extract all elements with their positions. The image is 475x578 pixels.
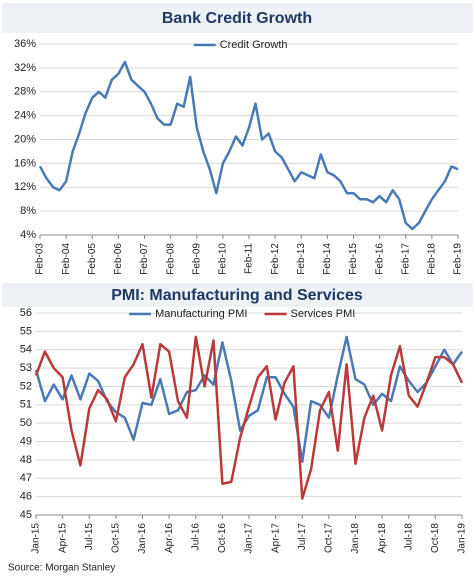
y-tick-label: 4%	[20, 229, 36, 241]
y-tick-label: 46	[20, 491, 32, 503]
y-tick-label: 32%	[14, 62, 36, 74]
y-tick-label: 50	[20, 417, 32, 429]
x-tick-label: Apr-16	[164, 523, 175, 553]
legend-label: Services PMI	[291, 308, 356, 320]
y-tick-label: 12%	[14, 181, 36, 193]
x-tick-label: Oct-15	[111, 523, 122, 553]
x-tick-label: Jan-17	[244, 523, 255, 554]
y-tick-label: 28%	[14, 86, 36, 98]
chart-title: Bank Credit Growth	[162, 10, 312, 27]
y-tick-label: 45	[20, 509, 32, 521]
x-tick-label: Feb-10	[218, 243, 229, 275]
x-tick-label: Apr-17	[270, 523, 281, 553]
y-tick-label: 53	[20, 362, 32, 374]
source: Source: Morgan Stanley	[8, 563, 115, 574]
title-band	[2, 3, 473, 33]
legend-label: Credit Growth	[220, 39, 288, 51]
x-tick-label: Oct-16	[217, 523, 228, 553]
x-tick-label: Oct-17	[324, 523, 335, 553]
y-tick-label: 16%	[14, 157, 36, 169]
x-tick-label: Feb-03	[35, 243, 46, 275]
x-tick-label: Feb-11	[244, 243, 255, 274]
x-tick-label: Feb-13	[296, 243, 307, 275]
x-tick-label: Jul-16	[190, 523, 201, 551]
y-tick-label: 48	[20, 454, 32, 466]
x-tick-label: Feb-12	[270, 243, 281, 275]
x-tick-label: Jul-17	[297, 523, 308, 551]
x-tick-label: Feb-04	[61, 243, 72, 275]
y-tick-label: 47	[20, 472, 32, 484]
x-tick-label: Jan-19	[457, 523, 468, 554]
x-tick-label: Feb-18	[427, 243, 438, 275]
y-tick-label: 20%	[14, 133, 36, 145]
line-series	[38, 60, 459, 231]
x-tick-label: Feb-15	[348, 243, 359, 275]
y-tick-label: 52	[20, 380, 32, 392]
x-tick-label: Jan-16	[137, 523, 148, 554]
x-tick-label: Feb-08	[165, 243, 176, 275]
x-tick-label: Jul-18	[403, 523, 414, 551]
line-series	[34, 335, 464, 500]
x-tick-label: Oct-18	[430, 523, 441, 553]
y-tick-label: 55	[20, 325, 32, 337]
x-tick-label: Jul-15	[84, 523, 95, 551]
y-tick-label: 24%	[14, 110, 36, 122]
x-tick-label: Jan-18	[350, 523, 361, 554]
x-tick-label: Feb-17	[400, 243, 411, 275]
x-tick-label: Feb-14	[322, 243, 333, 275]
x-tick-label: Jan-15	[31, 523, 42, 554]
x-tick-label: Apr-18	[377, 523, 388, 553]
x-tick-label: Feb-05	[87, 243, 98, 275]
x-tick-label: Feb-07	[139, 243, 150, 275]
y-tick-label: 56	[20, 307, 32, 319]
x-tick-label: Feb-06	[113, 243, 124, 275]
x-tick-label: Feb-19	[453, 243, 464, 275]
y-tick-label: 36%	[14, 38, 36, 50]
legend-label: Manufacturing PMI	[155, 308, 247, 320]
chart-title: PMI: Manufacturing and Services	[111, 287, 363, 304]
x-tick-label: Apr-15	[57, 523, 68, 553]
y-tick-label: 49	[20, 435, 32, 447]
title-band	[2, 283, 473, 307]
y-tick-label: 8%	[20, 205, 36, 217]
x-tick-label: Feb-16	[374, 243, 385, 275]
y-tick-label: 54	[20, 344, 32, 356]
y-tick-label: 51	[20, 399, 32, 411]
x-tick-label: Feb-09	[191, 243, 202, 275]
